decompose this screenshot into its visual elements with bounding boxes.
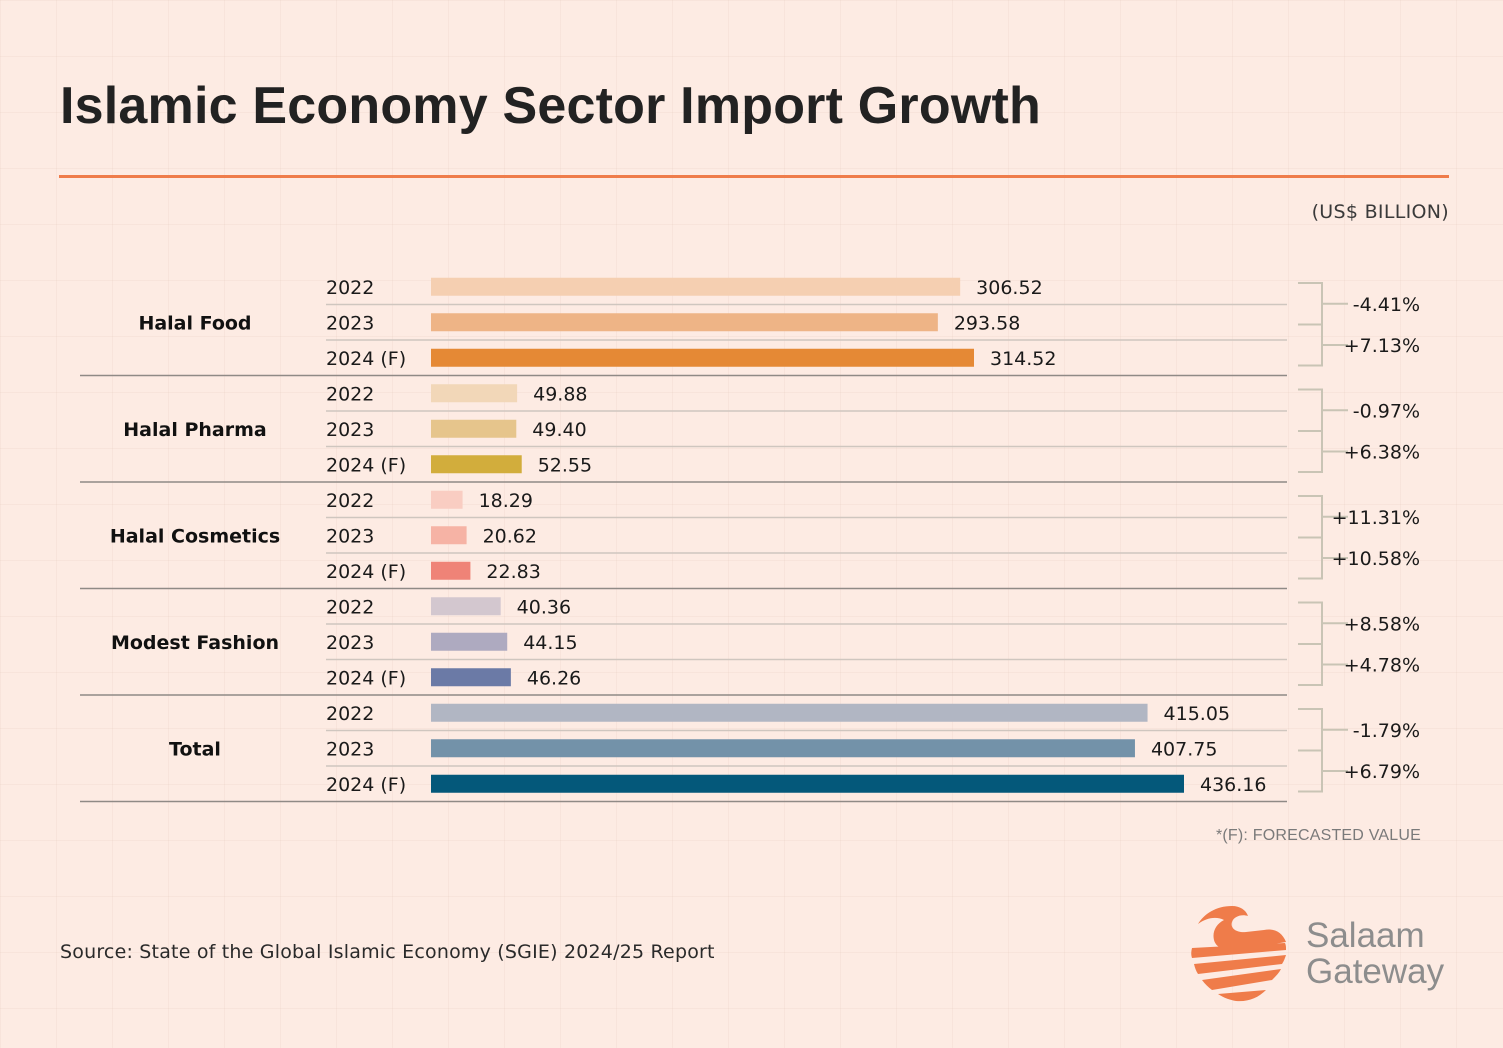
bar xyxy=(431,384,518,403)
value-label: 314.52 xyxy=(990,348,1056,370)
source-note: Source: State of the Global Islamic Econ… xyxy=(60,941,715,963)
category-label: Total xyxy=(169,738,221,760)
growth-percent-label: -4.41% xyxy=(1353,294,1420,316)
globe-bird-icon xyxy=(1191,906,1286,1002)
bar xyxy=(431,419,517,438)
category-label: Modest Fashion xyxy=(111,632,279,654)
year-label: 2024 (F) xyxy=(326,561,406,583)
category-label: Halal Food xyxy=(138,312,251,334)
bar xyxy=(431,313,938,332)
year-label: 2024 (F) xyxy=(326,454,406,476)
growth-bracket xyxy=(1298,643,1323,686)
year-label: 2022 xyxy=(326,703,374,725)
value-label: 46.26 xyxy=(527,667,581,689)
growth-percent-label: -0.97% xyxy=(1353,400,1420,422)
bar xyxy=(431,526,467,545)
year-label: 2023 xyxy=(326,419,374,441)
value-label: 18.29 xyxy=(479,490,533,512)
growth-percent-label: +6.79% xyxy=(1344,761,1420,783)
value-label: 20.62 xyxy=(483,525,537,547)
bar xyxy=(431,277,961,296)
bar xyxy=(431,668,511,687)
logo-wordmark: Salaam Gateway xyxy=(1306,918,1444,990)
growth-percent-label: +4.78% xyxy=(1344,655,1420,677)
bar xyxy=(431,455,522,474)
value-label: 40.36 xyxy=(517,596,571,618)
growth-bracket xyxy=(1298,282,1323,326)
year-label: 2024 (F) xyxy=(326,348,406,370)
value-label: 293.58 xyxy=(954,312,1020,334)
bar xyxy=(431,632,508,651)
year-label: 2022 xyxy=(326,490,374,512)
value-label: 407.75 xyxy=(1151,738,1217,760)
category-label: Halal Cosmetics xyxy=(110,525,280,547)
year-label: 2023 xyxy=(326,632,374,654)
growth-percent-label: +11.31% xyxy=(1332,507,1420,529)
year-label: 2023 xyxy=(326,525,374,547)
growth-percent-label: +8.58% xyxy=(1344,613,1420,635)
year-label: 2023 xyxy=(326,312,374,334)
bar xyxy=(431,597,501,616)
bar xyxy=(431,561,471,580)
growth-percent-label: -1.79% xyxy=(1353,720,1420,742)
growth-percent-label: +10.58% xyxy=(1332,548,1420,570)
bar xyxy=(431,739,1135,758)
growth-bracket xyxy=(1298,495,1323,539)
bar xyxy=(431,703,1148,722)
growth-bracket xyxy=(1298,601,1323,645)
logo-text-line1: Salaam xyxy=(1306,916,1425,955)
category-label: Halal Pharma xyxy=(123,419,266,441)
value-label: 22.83 xyxy=(486,561,540,583)
year-label: 2024 (F) xyxy=(326,774,406,796)
title-divider xyxy=(59,175,1449,178)
growth-bracket xyxy=(1298,430,1323,473)
growth-bracket xyxy=(1298,388,1323,432)
bar xyxy=(431,490,463,509)
bar xyxy=(431,348,974,367)
growth-percent-label: +7.13% xyxy=(1344,335,1420,357)
value-label: 49.88 xyxy=(533,383,587,405)
year-label: 2022 xyxy=(326,596,374,618)
growth-bracket xyxy=(1298,323,1323,367)
value-label: 306.52 xyxy=(976,277,1042,299)
value-label: 49.40 xyxy=(532,419,586,441)
forecast-footnote: *(F): FORECASTED VALUE xyxy=(1215,827,1421,844)
bar xyxy=(431,774,1184,793)
salaam-gateway-logo: Salaam Gateway xyxy=(1186,902,1446,1006)
growth-bracket xyxy=(1298,536,1323,580)
growth-percent-label: +6.38% xyxy=(1344,442,1420,464)
chart-title: Islamic Economy Sector Import Growth xyxy=(60,77,1041,135)
logo-text-line2: Gateway xyxy=(1306,952,1445,991)
value-label: 436.16 xyxy=(1200,774,1266,796)
unit-label: (US$ BILLION) xyxy=(1311,201,1449,223)
year-label: 2022 xyxy=(326,277,374,299)
value-label: 415.05 xyxy=(1164,703,1230,725)
year-label: 2023 xyxy=(326,738,374,760)
value-label: 52.55 xyxy=(538,454,592,476)
year-label: 2024 (F) xyxy=(326,667,406,689)
growth-bracket xyxy=(1298,708,1323,752)
growth-bracket xyxy=(1298,749,1323,793)
value-label: 44.15 xyxy=(523,632,577,654)
year-label: 2022 xyxy=(326,383,374,405)
